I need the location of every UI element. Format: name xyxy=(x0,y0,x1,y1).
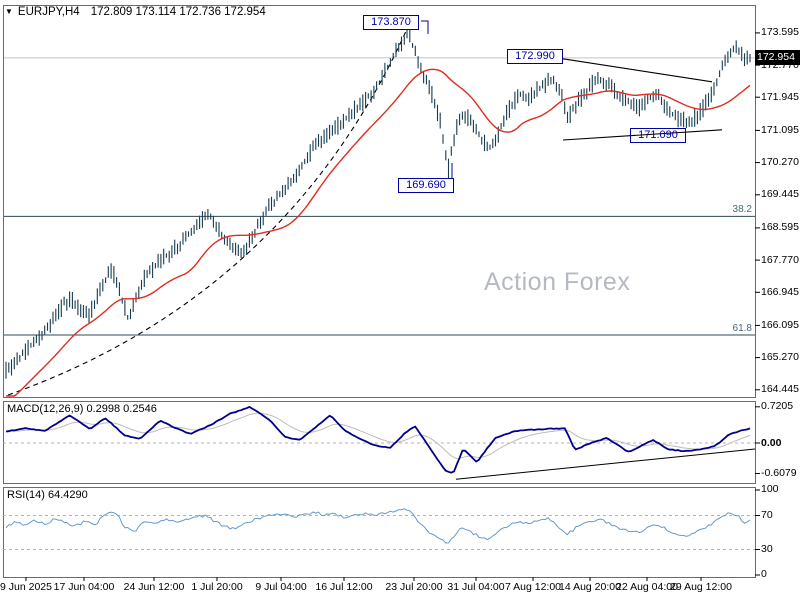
macd-axis-label: -0.6079 xyxy=(761,467,797,480)
y-axis-label: 166.945 xyxy=(761,285,799,298)
price-bars xyxy=(5,22,751,379)
price-annotation-low: 169.690 xyxy=(398,177,454,193)
trendline xyxy=(562,58,713,83)
x-axis-label: 16 Jul 12:00 xyxy=(315,581,373,593)
chart-title: ▼ EURJPY,H4 172.809 173.114 172.736 172.95… xyxy=(5,6,266,18)
macd-trendline xyxy=(455,448,756,480)
fib-38-2-label: 38.2 xyxy=(732,204,752,216)
rsi-axis-label: 100 xyxy=(761,483,779,496)
rsi-panel-frame xyxy=(3,487,756,578)
current-price-tag: 172.954 xyxy=(755,50,800,66)
macd-indicator-label: MACD(12,26,9) 0.2998 0.2546 xyxy=(7,403,157,415)
dashed-trendline xyxy=(7,21,411,396)
rsi-indicator-label: RSI(14) 64.4290 xyxy=(7,489,88,501)
macd-axis-label: 0.7205 xyxy=(761,400,794,413)
macd-signal-line xyxy=(5,412,751,460)
x-axis-label: 24 Jun 12:00 xyxy=(123,581,185,593)
x-axis-label: 9 Jul 04:00 xyxy=(255,581,307,593)
watermark: Action Forex xyxy=(484,268,631,296)
x-axis-label: 29 Aug 12:00 xyxy=(670,581,732,593)
price-annotation-support: 171.090 xyxy=(630,127,686,143)
y-axis-label: 170.270 xyxy=(761,156,799,169)
price-annotation-resistance: 172.990 xyxy=(507,48,563,64)
y-axis-label: 173.595 xyxy=(761,26,799,39)
dropdown-arrow-icon: ▼ xyxy=(5,7,13,16)
rsi-axis-label: 70 xyxy=(761,508,773,521)
y-axis-label: 164.445 xyxy=(761,383,799,396)
y-axis-label: 171.945 xyxy=(761,90,799,103)
x-axis-label: 23 Jul 20:00 xyxy=(385,581,443,593)
y-axis-label: 167.770 xyxy=(761,253,799,266)
y-axis-label: 172.770 xyxy=(761,58,799,71)
x-axis-label: 1 Jul 20:00 xyxy=(191,581,243,593)
y-axis-label: 165.270 xyxy=(761,351,799,364)
annotation-connector xyxy=(421,20,429,34)
main-panel-frame xyxy=(3,5,756,398)
macd-main-line xyxy=(5,405,751,474)
x-axis-label: 22 Aug 04:00 xyxy=(616,581,678,593)
macd-axis-label: 0.00 xyxy=(761,436,782,449)
rsi-axis-label: 30 xyxy=(761,542,773,555)
y-axis-label: 169.445 xyxy=(761,188,799,201)
price-annotation-high: 173.870 xyxy=(363,14,419,30)
y-axis-label: 166.095 xyxy=(761,318,799,331)
trendline xyxy=(562,129,723,141)
x-axis-label: 17 Jun 04:00 xyxy=(53,581,115,593)
x-axis-label: 7 Aug 12:00 xyxy=(504,581,562,593)
rsi-axis-label: 0 xyxy=(761,568,767,581)
fib-61-8-label: 61.8 xyxy=(732,322,752,334)
moving-average-line xyxy=(6,68,751,397)
y-axis-label: 168.595 xyxy=(761,221,799,234)
x-axis-label: 9 Jun 2025 xyxy=(0,581,52,593)
symbol-timeframe-label: EURJPY,H4 xyxy=(17,6,80,18)
rsi-line xyxy=(5,508,751,544)
ohlc-values: 172.809 173.114 172.736 172.954 xyxy=(90,6,266,18)
x-axis-label: 14 Aug 20:00 xyxy=(559,581,621,593)
y-axis-label: 171.095 xyxy=(761,123,799,136)
x-axis-label: 31 Jul 04:00 xyxy=(447,581,505,593)
